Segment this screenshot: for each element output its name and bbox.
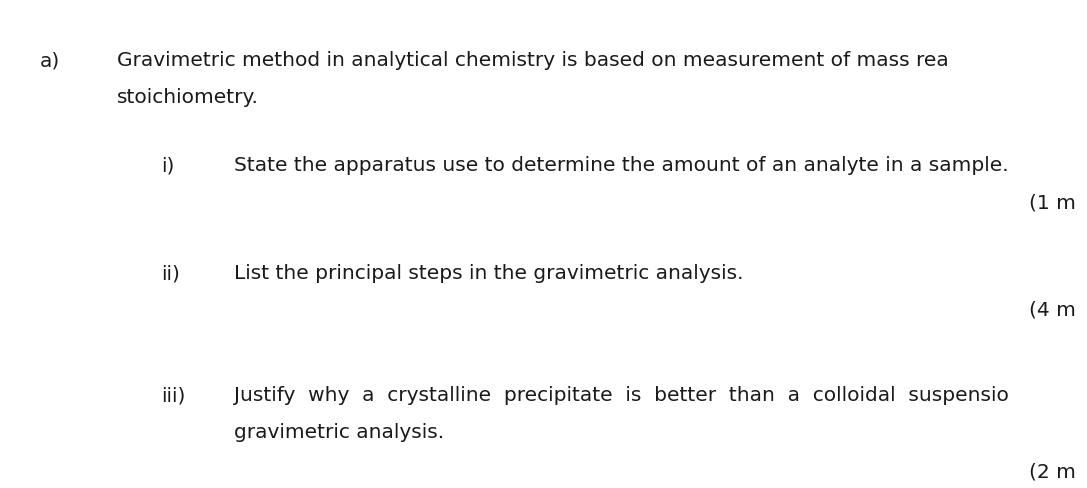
Text: Justify  why  a  crystalline  precipitate  is  better  than  a  colloidal  suspe: Justify why a crystalline precipitate is… — [234, 386, 1009, 405]
Text: State the apparatus use to determine the amount of an analyte in a sample.: State the apparatus use to determine the… — [234, 156, 1009, 175]
Text: gravimetric analysis.: gravimetric analysis. — [234, 422, 443, 441]
Text: iii): iii) — [161, 386, 185, 405]
Text: Gravimetric method in analytical chemistry is based on measurement of mass rea: Gravimetric method in analytical chemist… — [117, 51, 949, 70]
Text: i): i) — [161, 156, 174, 175]
Text: (4 m: (4 m — [1029, 300, 1076, 319]
Text: (2 m: (2 m — [1029, 461, 1076, 480]
Text: ii): ii) — [161, 264, 179, 283]
Text: a): a) — [40, 51, 61, 70]
Text: (1 m: (1 m — [1029, 193, 1076, 212]
Text: stoichiometry.: stoichiometry. — [117, 88, 260, 107]
Text: List the principal steps in the gravimetric analysis.: List the principal steps in the gravimet… — [234, 264, 744, 283]
